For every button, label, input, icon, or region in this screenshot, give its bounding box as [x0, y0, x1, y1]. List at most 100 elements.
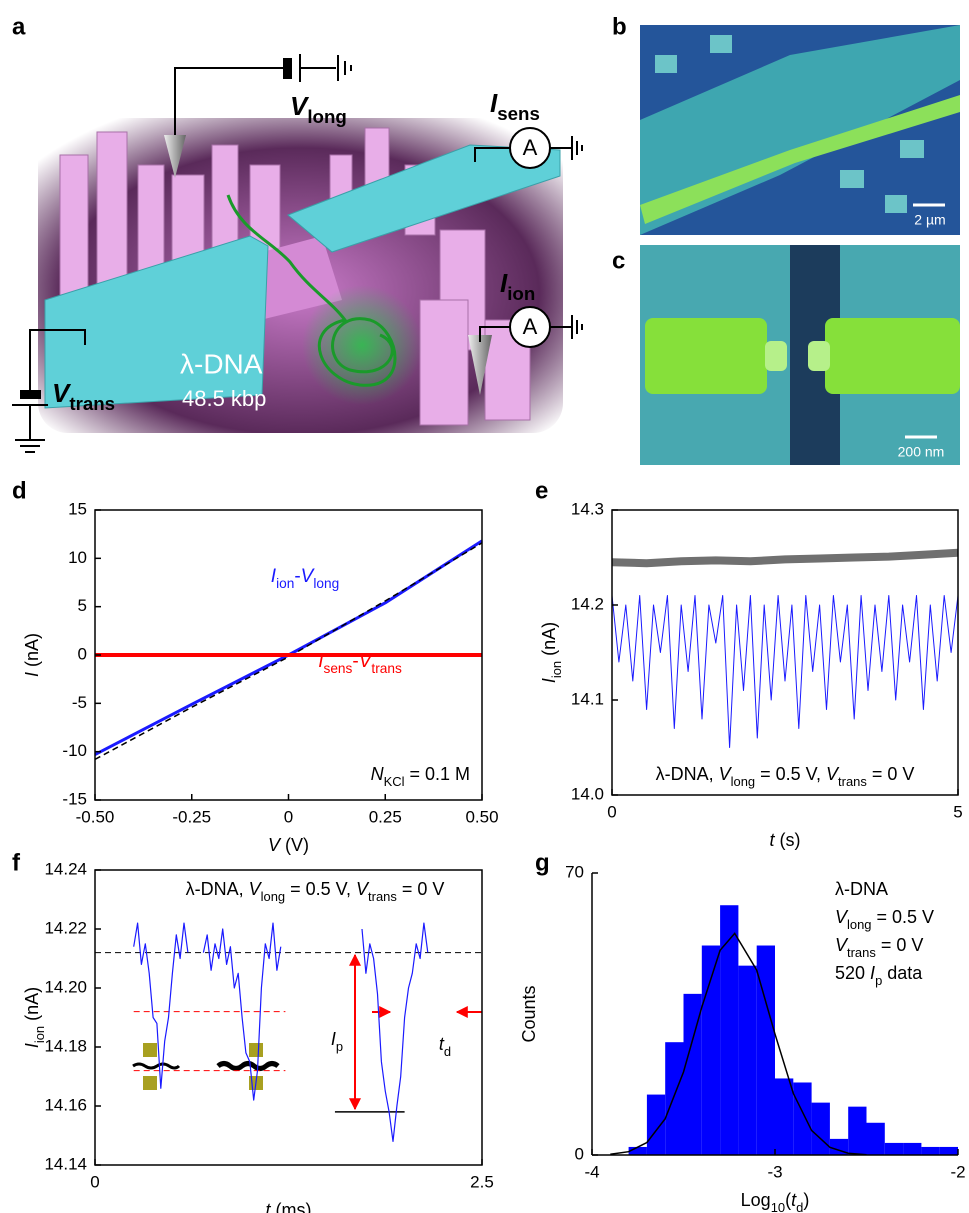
v-long-label: Vlong [290, 91, 347, 128]
text-part: long [307, 106, 346, 127]
bar [884, 1142, 904, 1155]
text-part: data [882, 963, 923, 983]
text-part: trans [838, 774, 867, 789]
text-part: - [352, 651, 358, 672]
electrode-strip [640, 95, 960, 224]
y-tick-label: -15 [62, 789, 87, 808]
scale-label: 200 nm [898, 444, 945, 460]
x-tick-label: -4 [584, 1162, 599, 1181]
bar [701, 945, 721, 1155]
annotation: λ-DNA, Vlong = 0.5 V, Vtrans = 0 V [656, 764, 915, 789]
battery [283, 58, 292, 79]
electrode [825, 318, 960, 394]
text-part: = 0.5 V, [285, 879, 356, 899]
text-part: V [719, 764, 733, 784]
y-axis-label: Iion (nA) [22, 987, 47, 1048]
text-part: (V) [280, 835, 309, 855]
text-part: V [359, 651, 374, 672]
text-part: V [301, 566, 316, 587]
bar [811, 1102, 830, 1155]
x-axis-label: t (s) [769, 830, 800, 850]
text-part: I [539, 678, 559, 683]
text-part: p [336, 1039, 343, 1054]
annotation: λ-DNA [835, 879, 888, 899]
electrode-tip [808, 341, 830, 371]
panel-letter: f [12, 849, 21, 876]
bar [866, 1122, 885, 1155]
electrode-tip [164, 135, 186, 178]
text-part: I [490, 88, 498, 118]
annotation: λ-DNA, Vlong = 0.5 V, Vtrans = 0 V [186, 879, 445, 904]
i-sens-label: Isens [490, 88, 540, 125]
text-part: t [769, 830, 775, 850]
bar [720, 905, 739, 1155]
x-axis-label: t (ms) [266, 1200, 312, 1213]
text-part: V [268, 835, 282, 855]
y-tick-label: 14.18 [44, 1036, 87, 1055]
dna-length: 48.5 kbp [182, 386, 266, 411]
text-part: sens [323, 661, 352, 676]
panel-letter: e [535, 477, 548, 504]
panel-letter: c [612, 247, 625, 274]
text-part: I [22, 672, 42, 677]
text-part: Log [741, 1190, 771, 1210]
text-part: = 0 V [397, 879, 445, 899]
panel-c: 200 nm [640, 245, 960, 465]
text-part: long [261, 889, 286, 904]
bar [903, 1142, 922, 1155]
x-tick-label: 0.50 [465, 807, 498, 826]
text-part: trans [69, 393, 115, 414]
y-tick-label: 5 [78, 596, 87, 615]
y-axis-label: I (nA) [22, 633, 42, 677]
y-tick-label: 14.2 [571, 594, 604, 613]
panel-letter: b [612, 13, 627, 40]
x-tick-label: -2 [950, 1162, 965, 1181]
y-axis-label: Iion (nA) [539, 622, 564, 683]
x-tick-label: 0 [607, 802, 616, 821]
y-tick-label: 14.16 [44, 1095, 87, 1114]
dna-label: λ-DNA [180, 348, 263, 379]
text-part: = 0.5 V, [755, 764, 826, 784]
panel-letter: d [12, 477, 27, 504]
annotation: td [439, 1034, 451, 1059]
text-part: p [875, 973, 882, 988]
text-part: I [331, 1029, 336, 1049]
text-part: V [835, 907, 849, 927]
bar [665, 1042, 684, 1155]
electrode-tip [468, 335, 492, 395]
series-label: Iion-Vlong [271, 566, 339, 591]
x-axis-label: Log10(td) [741, 1190, 810, 1213]
text-part: = 0.1 M [404, 764, 470, 784]
y-tick-label: 70 [565, 862, 584, 881]
text-part: (nA) [22, 987, 42, 1026]
electrode [287, 144, 561, 253]
bar [646, 1094, 666, 1155]
x-tick-label: -0.50 [76, 807, 115, 826]
dna-glow [302, 285, 422, 405]
text-part: t [791, 1190, 797, 1210]
series-line [611, 595, 959, 748]
panel-letter: g [535, 849, 550, 876]
text-part: (ms) [271, 1200, 312, 1213]
annotation: Ip [331, 1029, 343, 1054]
dna [226, 194, 397, 387]
text-part: long [731, 774, 756, 789]
y-axis-label: Counts [519, 985, 539, 1042]
y-tick-label: 14.22 [44, 918, 87, 937]
y-tick-label: 14.0 [571, 784, 604, 803]
text-part: d [444, 1044, 451, 1059]
plot-frame [611, 509, 959, 796]
x-tick-label: 5 [953, 802, 962, 821]
text-part: KCl [384, 774, 405, 789]
scale-label: 2 µm [914, 212, 945, 228]
x-tick-label: 0 [90, 1172, 99, 1191]
ammeter: A [523, 314, 538, 339]
text-part: = 0 V [867, 764, 915, 784]
text-part: N [371, 764, 385, 784]
text-part: ) [803, 1190, 809, 1210]
x-tick-label: 2.5 [470, 1172, 494, 1191]
panel-letters: a b c d e f g [12, 13, 627, 876]
electrode [645, 318, 767, 394]
y-tick-label: 10 [68, 548, 87, 567]
